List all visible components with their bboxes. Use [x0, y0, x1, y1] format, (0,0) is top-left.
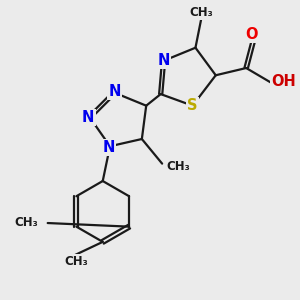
Text: S: S [187, 98, 198, 113]
Text: CH₃: CH₃ [15, 216, 38, 229]
Text: O: O [246, 27, 258, 42]
Text: N: N [82, 110, 94, 125]
Text: N: N [158, 53, 170, 68]
Text: CH₃: CH₃ [65, 255, 88, 268]
Text: OH: OH [272, 74, 296, 88]
Text: CH₃: CH₃ [189, 6, 213, 19]
Text: CH₃: CH₃ [166, 160, 190, 173]
Text: N: N [108, 84, 121, 99]
Text: N: N [102, 140, 115, 155]
